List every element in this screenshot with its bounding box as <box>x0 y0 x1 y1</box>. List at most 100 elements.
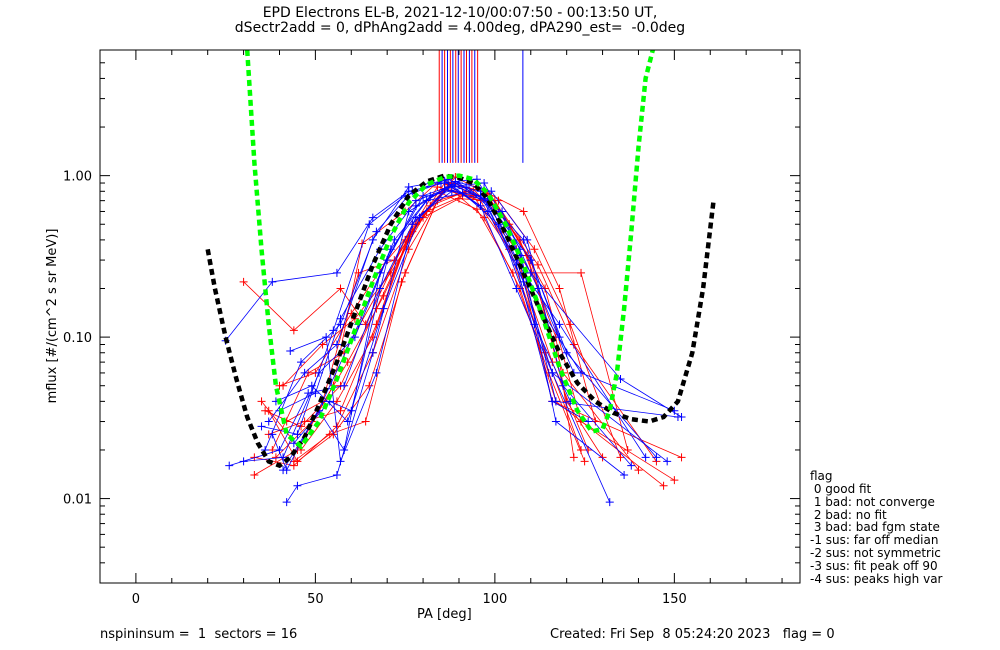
data-point <box>533 260 542 269</box>
data-point <box>605 498 614 507</box>
spectrum-line <box>268 192 585 462</box>
legend-item: -2 sus: not symmetric <box>810 546 941 561</box>
data-point <box>480 179 489 188</box>
data-point <box>627 461 636 470</box>
data-point <box>289 326 298 335</box>
x-tick-label: 0 <box>132 592 140 607</box>
data-point <box>620 470 629 479</box>
data-point <box>325 430 334 439</box>
data-point <box>487 187 496 196</box>
data-point <box>293 481 302 490</box>
data-point <box>250 470 259 479</box>
data-point <box>261 406 270 415</box>
data-point <box>332 470 341 479</box>
data-point <box>533 284 542 293</box>
chart-title: EPD Electrons EL-B, 2021-12-10/00:07:50 … <box>262 5 658 21</box>
data-point <box>677 453 686 462</box>
data-point <box>225 461 234 470</box>
y-tick-label: 1.00 <box>63 170 92 185</box>
data-point <box>279 466 288 475</box>
data-point <box>361 417 370 426</box>
data-point <box>372 227 381 236</box>
y-tick-label: 0.01 <box>63 493 92 508</box>
spectrum-line <box>268 180 668 462</box>
data-point <box>598 453 607 462</box>
data-point <box>483 207 492 216</box>
data-point <box>670 476 679 485</box>
data-point <box>368 348 377 357</box>
data-point <box>541 284 550 293</box>
data-point <box>447 183 456 192</box>
spectrum-line <box>282 195 621 458</box>
data-point <box>300 368 309 377</box>
data-point <box>336 457 345 466</box>
data-point <box>476 201 485 210</box>
data-point <box>347 406 356 415</box>
data-point <box>519 277 528 286</box>
data-point <box>376 268 384 277</box>
plot-frame <box>99 49 801 584</box>
data-point <box>239 277 248 286</box>
spectrum-line <box>279 186 675 412</box>
x-tick-label: 50 <box>307 592 324 607</box>
data-point <box>623 445 632 454</box>
data-point <box>415 213 424 222</box>
x-tick-label: 100 <box>482 592 507 607</box>
data-point <box>397 277 406 286</box>
data-point <box>264 417 273 426</box>
data-point <box>368 333 377 342</box>
data-point <box>332 397 341 406</box>
legend-item: -3 sus: fit peak off 90 <box>810 558 938 573</box>
spectrum-line <box>271 182 596 451</box>
spectrum-line <box>293 182 657 458</box>
data-point <box>548 368 557 377</box>
data-point <box>616 453 625 462</box>
data-point <box>282 498 291 507</box>
data-point <box>454 179 463 188</box>
data-point <box>519 207 528 216</box>
axis-layer: 0 50 100 150 0.01 0.10 1.00 <box>63 49 800 607</box>
spectrum-line <box>225 182 589 422</box>
data-point <box>340 445 349 454</box>
data-point <box>419 191 428 200</box>
data-point <box>659 481 668 490</box>
data-point <box>526 268 535 277</box>
data-point <box>332 340 341 349</box>
legend-item: 2 bad: no fit <box>810 507 887 522</box>
data-point <box>383 256 392 265</box>
data-point <box>404 183 413 192</box>
data-point <box>408 220 417 229</box>
data-point <box>551 417 560 426</box>
data-point <box>577 368 586 377</box>
legend-item: 0 good fit <box>810 481 872 496</box>
data-point <box>257 397 266 406</box>
flag-legend: flag 0 good fit 1 bad: not converge 2 ba… <box>810 470 942 586</box>
spectrum-line <box>279 198 603 458</box>
data-point <box>551 397 560 406</box>
data-point <box>641 453 650 462</box>
data-point <box>286 347 295 356</box>
spectrum-line <box>275 181 632 466</box>
data-point <box>239 457 248 466</box>
data-point <box>297 358 306 367</box>
data-point <box>340 381 349 390</box>
data-point <box>279 381 288 390</box>
data-point <box>512 284 521 293</box>
data-point <box>569 453 578 462</box>
spectrum-line <box>290 182 625 476</box>
data-point <box>336 314 345 323</box>
data-point <box>555 320 564 329</box>
data-point <box>577 445 586 454</box>
x-axis-label: PA [deg] <box>417 607 472 622</box>
data-point <box>271 453 280 462</box>
green-dashed-fit-curve <box>244 50 655 450</box>
data-point <box>634 466 643 475</box>
y-tick-label: 0.10 <box>63 331 92 346</box>
data-point <box>523 235 532 244</box>
y-axis-label: mflux [#/(cm^2 s sr MeV)] <box>45 228 60 404</box>
data-point <box>372 368 381 377</box>
data-point <box>322 333 331 342</box>
data-point <box>343 417 352 426</box>
spectrum-line <box>243 192 571 462</box>
legend-item: 1 bad: not converge <box>810 494 935 509</box>
